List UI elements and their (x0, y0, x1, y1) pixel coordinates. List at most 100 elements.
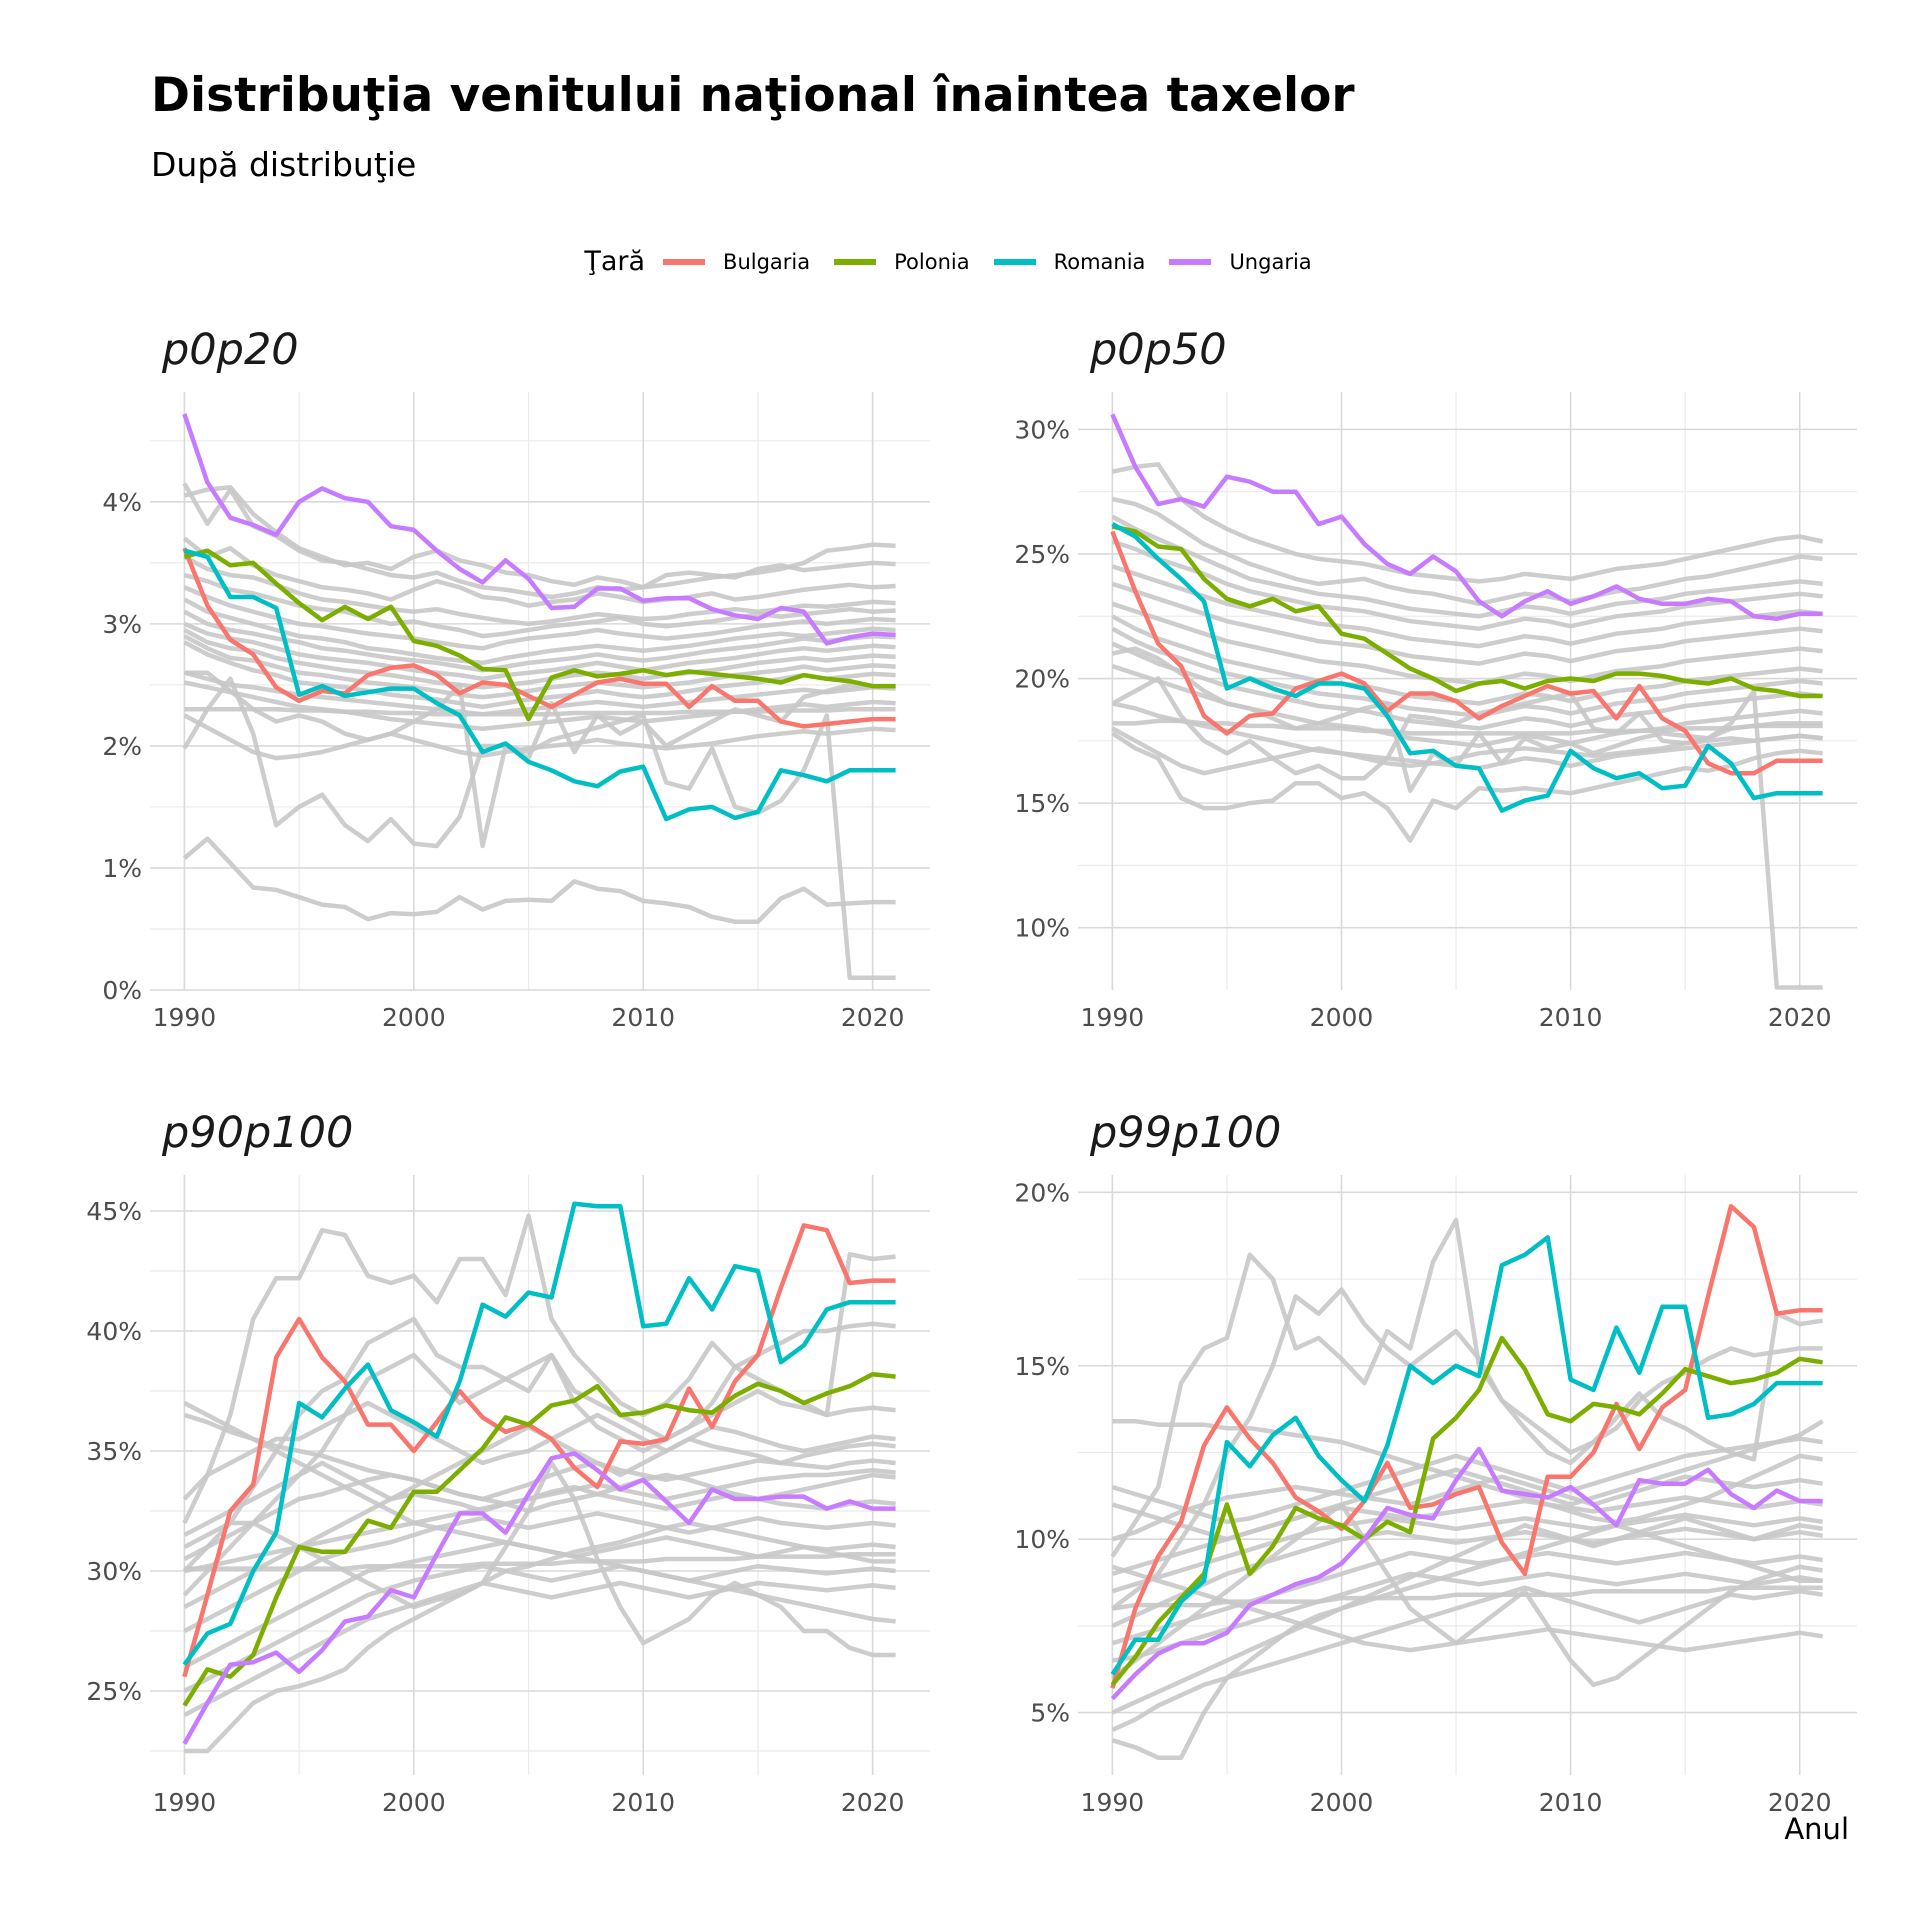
x-tick-label: 1990 (1081, 1003, 1145, 1032)
legend-swatch-bulgaria (663, 258, 706, 265)
series-line-other (1111, 514, 1823, 619)
legend-label-bulgaria: Bulgaria (723, 249, 811, 274)
series-line-other (1111, 1526, 1823, 1628)
panel-title: p99p100 (1089, 1108, 1281, 1158)
series-line-other (1111, 1474, 1823, 1542)
y-tick-label: 1% (102, 854, 142, 883)
series-line-other (1111, 626, 1823, 719)
legend-item-ungaria: Ungaria (1169, 249, 1312, 274)
x-tick-label: 2010 (1539, 1788, 1603, 1817)
series-line-other (184, 1520, 896, 1754)
y-tick-label: 40% (86, 1317, 142, 1346)
panel-p0p50: p0p50 10% 15% 20% 25% 30% 1990 2000 2010 2020 (1014, 325, 1857, 1032)
series-line-romania (1111, 522, 1823, 813)
series-line-ungaria (1110, 1446, 1823, 1701)
x-tick-label: 2010 (611, 1003, 675, 1032)
x-tick-label: 2010 (1539, 1003, 1603, 1032)
legend-label-polonia: Polonia (894, 249, 970, 274)
legend-label-ungaria: Ungaria (1229, 249, 1312, 274)
series-line-bulgaria (182, 1223, 896, 1678)
series-line-other (1111, 1585, 1823, 1732)
series-line-other (183, 1484, 896, 1609)
series-line-other (1111, 646, 1823, 793)
series-line-other (1111, 539, 1823, 631)
y-tick-label: 10% (1014, 914, 1070, 943)
x-tick-label: 1990 (153, 1788, 217, 1817)
y-tick-label: 20% (1014, 1178, 1070, 1207)
y-tick-label: 20% (1014, 665, 1070, 694)
series-line-other (183, 1401, 896, 1624)
series-line-ungaria (182, 413, 896, 646)
series-line-other (1111, 1516, 1823, 1715)
panel-title: p0p50 (1089, 325, 1227, 375)
x-tick-label: 2010 (611, 1788, 675, 1817)
series-line-other (183, 585, 896, 651)
y-tick-label: 45% (86, 1197, 142, 1226)
legend-item-polonia: Polonia (834, 249, 970, 274)
series-line-other (1111, 731, 1823, 843)
x-tick-label: 1990 (153, 1003, 217, 1032)
series-line-ungaria (182, 1451, 896, 1745)
legend-item-bulgaria: Bulgaria (663, 250, 810, 274)
x-tick-label: 2000 (382, 1788, 446, 1817)
y-tick-label: 10% (1014, 1525, 1070, 1554)
series-line-other (1111, 581, 1823, 666)
series-line-romania (183, 548, 896, 822)
series-line-other (1111, 614, 1823, 706)
series-line-other (182, 536, 896, 608)
x-tick-label: 2020 (841, 1003, 905, 1032)
y-tick-label: 15% (1014, 1352, 1070, 1381)
series-line-other (1111, 1564, 1823, 1653)
y-tick-label: 0% (102, 976, 142, 1005)
series-line-other (183, 609, 896, 673)
series-line-other (183, 1563, 896, 1693)
series-line-other (182, 676, 896, 981)
series-line-polonia (182, 1371, 896, 1707)
y-tick-label: 2% (102, 732, 142, 761)
x-tick-label: 2020 (841, 1788, 905, 1817)
series-line-other (1112, 718, 1823, 736)
y-tick-label: 3% (102, 610, 142, 639)
legend-item-romania: Romania (993, 249, 1146, 274)
series-line-polonia (1110, 1335, 1823, 1687)
series-line-ungaria (1110, 413, 1823, 621)
series-line-other (1111, 601, 1823, 686)
series-line-other (1111, 1512, 1823, 1594)
series-line-romania (182, 1201, 896, 1666)
series-line-other (183, 628, 896, 690)
legend-swatch-polonia (834, 258, 877, 265)
series-line-other (183, 621, 896, 682)
series-line-other (1111, 1419, 1824, 1542)
series-line-bulgaria (1110, 530, 1823, 776)
series-line-bulgaria (1110, 1203, 1823, 1689)
y-tick-label: 30% (86, 1557, 142, 1586)
series-line-other (183, 1580, 896, 1717)
x-axis-title: Anul (1784, 1812, 1849, 1846)
series-line-other (182, 1400, 896, 1501)
legend-label-romania: Romania (1053, 249, 1146, 274)
series-line-other (183, 597, 896, 666)
panel-p90p100: p90p100 25% 30% 35% 40% 45% 1990 2000 2010 2020 (86, 1108, 930, 1817)
legend-swatch-ungaria (1169, 258, 1212, 265)
series-line-other (1111, 1502, 1823, 1688)
y-tick-label: 15% (1014, 789, 1070, 818)
legend: Ţară Bulgaria Polonia Romania Ungaria (0, 246, 1920, 277)
panel-title: p0p20 (161, 325, 299, 375)
x-tick-label: 2020 (1768, 1003, 1832, 1032)
series-line-other (183, 484, 896, 590)
series-line-polonia (1111, 524, 1823, 699)
series-line-other (1111, 496, 1823, 607)
y-tick-label: 25% (1014, 540, 1070, 569)
panel-p0p20: p0p20 0% 1% 2% 3% 4% 1990 2000 2010 2020 (102, 325, 930, 1032)
panel-p99p100: p99p100 5% 10% 15% 20% 1990 2000 2010 2020 (1014, 1108, 1857, 1817)
y-tick-label: 25% (86, 1677, 142, 1706)
y-tick-label: 4% (102, 488, 142, 517)
series-line-polonia (183, 548, 896, 722)
x-tick-label: 1990 (1081, 1788, 1145, 1817)
panel-title: p90p100 (161, 1108, 353, 1158)
legend-title: Ţară (584, 246, 646, 277)
series-line-other (1110, 1217, 1823, 1558)
chart-subtitle: După distribuţie (151, 145, 417, 184)
series-line-other (184, 707, 896, 717)
